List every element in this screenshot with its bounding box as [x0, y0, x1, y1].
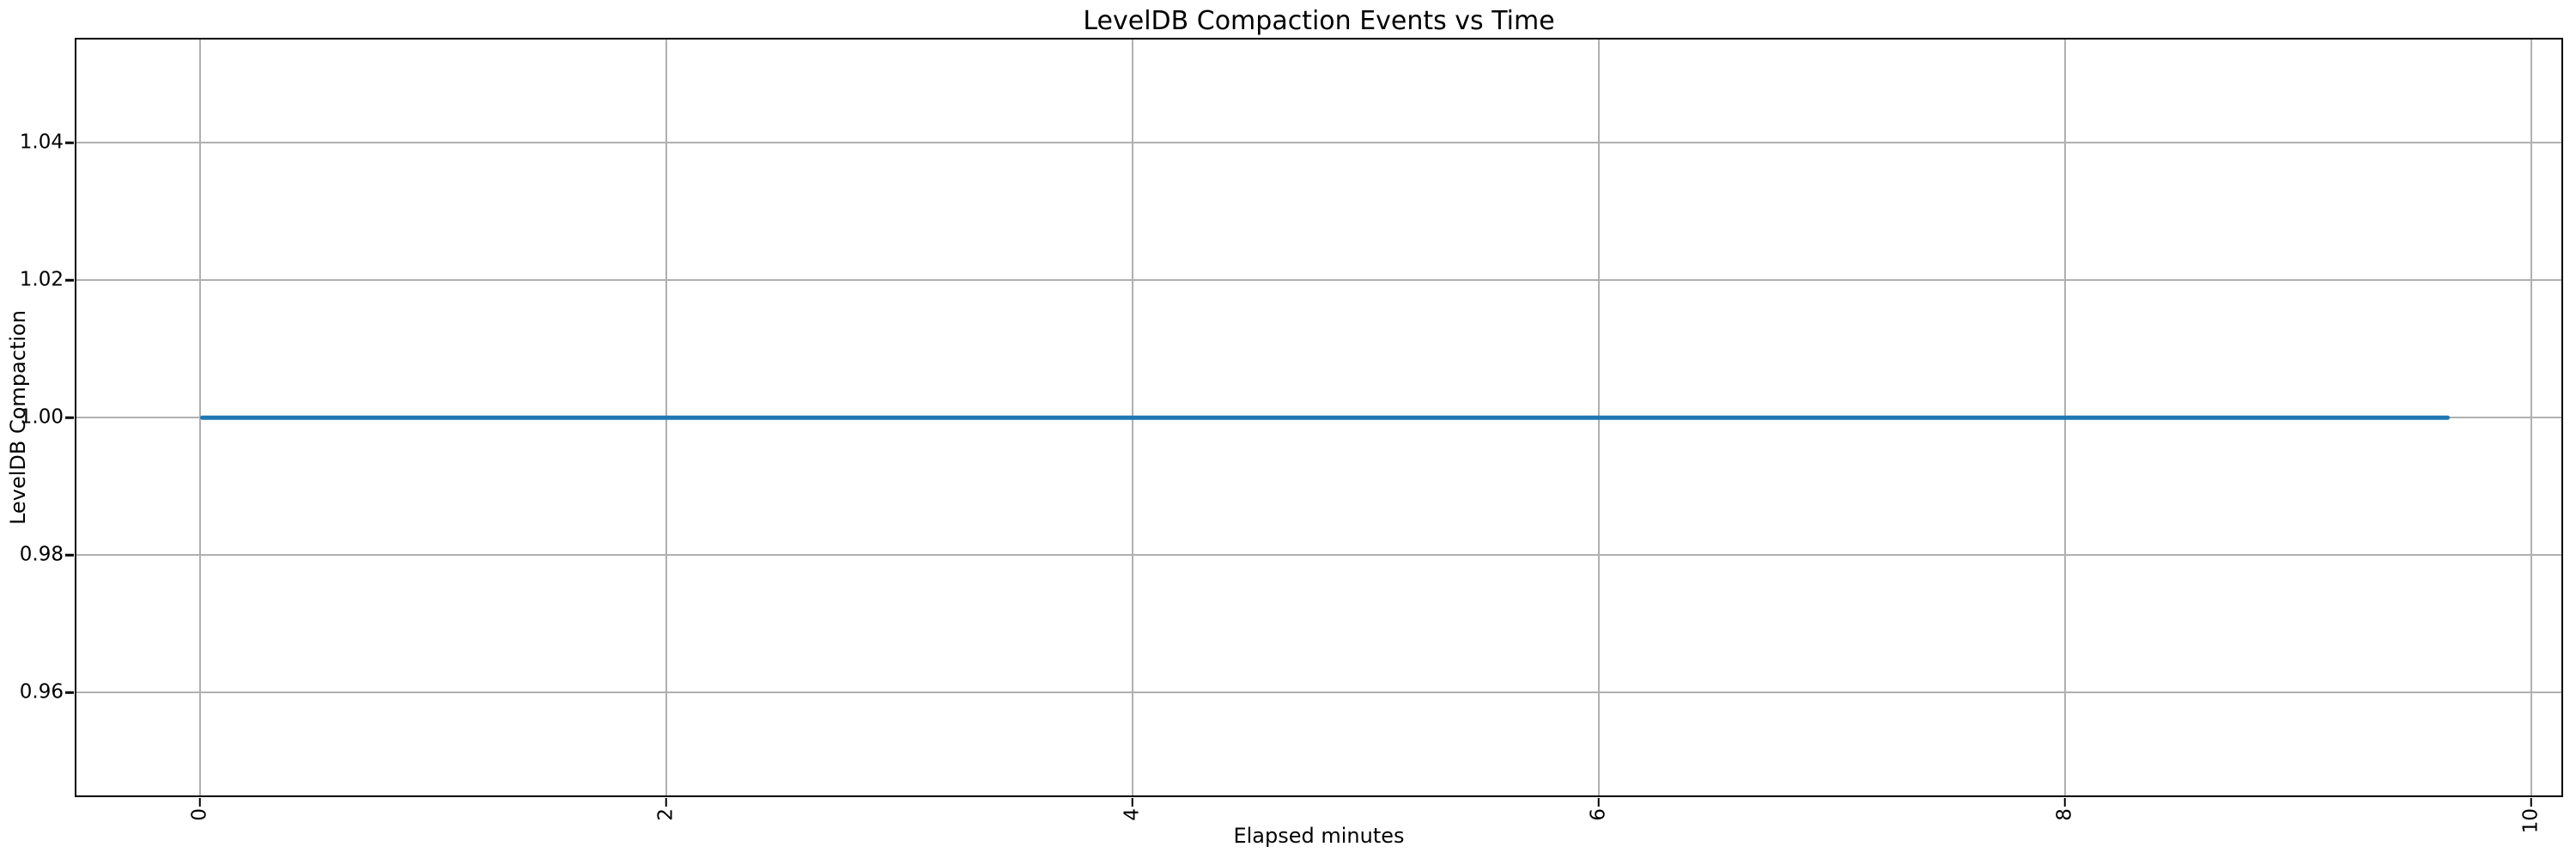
plot-area: 0 2 4 6 8 10 0.96 0.98 1.00 1.02 1.04	[20, 38, 2563, 833]
y-tick-label: 0.98	[19, 543, 64, 566]
series-line	[199, 415, 2450, 420]
y-gridline	[76, 142, 2561, 143]
y-tick-label: 1.00	[19, 405, 64, 429]
y-gridline	[76, 691, 2561, 693]
y-tick-mark	[65, 553, 74, 557]
y-gridline	[76, 554, 2561, 556]
y-tick-mark	[65, 416, 74, 419]
y-tick-label: 0.96	[19, 680, 64, 704]
y-tick-label: 1.02	[19, 268, 64, 291]
x-tick-mark	[1131, 798, 1134, 807]
y-tick-mark	[65, 278, 74, 282]
x-axis-title: Elapsed minutes	[1233, 824, 1405, 848]
y-tick-label: 1.04	[19, 131, 64, 154]
x-tick-mark	[665, 798, 668, 807]
y-tick-mark	[65, 141, 74, 144]
x-tick-mark	[2530, 798, 2532, 807]
x-tick-label: 2	[654, 808, 677, 821]
x-tick-label: 0	[188, 808, 211, 821]
y-tick-mark	[65, 691, 74, 694]
x-tick-mark	[2063, 798, 2066, 807]
y-axis-title: LevelDB Compaction	[6, 310, 30, 525]
chart-title: LevelDB Compaction Events vs Time	[1083, 6, 1555, 36]
x-tick-label: 4	[1121, 808, 1144, 821]
x-tick-label: 8	[2053, 808, 2076, 821]
x-tick-label: 6	[1587, 808, 1610, 821]
y-gridline	[76, 279, 2561, 281]
x-tick-mark	[198, 798, 202, 807]
x-tick-mark	[1597, 798, 1601, 807]
